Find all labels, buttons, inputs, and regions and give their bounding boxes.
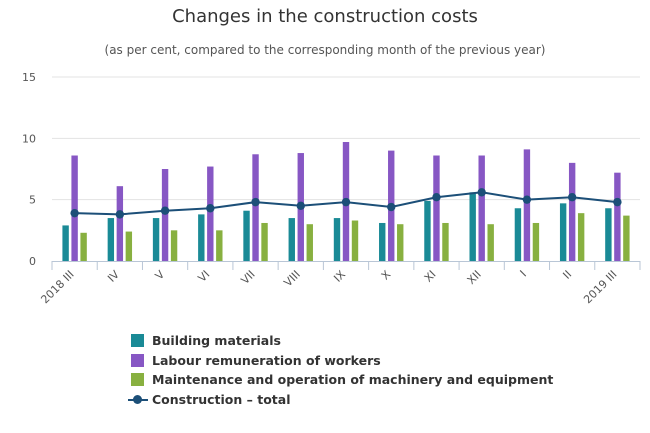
chart-subtitle: (as per cent, compared to the correspond…	[104, 43, 546, 57]
chart-legend: Building materials Labour remuneration o…	[128, 331, 553, 409]
bar	[252, 154, 259, 261]
x-tick-label: VI	[196, 268, 213, 285]
bar	[125, 231, 133, 261]
bar	[605, 208, 612, 261]
y-tick-label: 10	[22, 132, 36, 145]
bar	[532, 222, 540, 261]
bar	[469, 192, 476, 261]
legend-item-labour-remuneration[interactable]: Labour remuneration of workers	[128, 351, 553, 371]
bar	[288, 218, 295, 261]
legend-swatch-labour-remuneration	[131, 353, 144, 367]
line-point	[387, 202, 396, 212]
bar	[623, 215, 630, 261]
bar	[216, 230, 223, 261]
bar	[152, 218, 160, 261]
bar	[116, 186, 124, 261]
line-point	[432, 193, 441, 202]
y-tick-label: 0	[29, 255, 36, 268]
line-point	[567, 193, 577, 202]
x-tick-label: 2019 III	[581, 268, 619, 306]
x-tick-label: XII	[465, 268, 484, 287]
line-point	[341, 197, 351, 207]
line-point	[251, 197, 260, 207]
bar	[433, 155, 440, 261]
line-point	[115, 210, 125, 219]
bar	[424, 200, 431, 261]
y-tick-label: 5	[29, 194, 36, 207]
bar	[559, 203, 567, 261]
bar	[379, 222, 386, 261]
x-tick-label: II	[560, 268, 574, 282]
line-point	[522, 195, 532, 204]
bar	[261, 222, 268, 261]
bar	[161, 169, 169, 261]
line-point	[477, 188, 486, 197]
bar	[442, 222, 449, 261]
bar	[62, 225, 69, 261]
bar	[514, 208, 522, 261]
x-tick-label: VIII	[281, 268, 302, 289]
legend-label-building-materials: Building materials	[152, 333, 281, 348]
bar	[207, 166, 214, 261]
bar	[397, 224, 404, 261]
x-tick-label: XI	[422, 268, 439, 285]
bar	[107, 218, 115, 261]
legend-marker-construction-total	[133, 394, 142, 404]
legend-label-labour-remuneration: Labour remuneration of workers	[152, 352, 381, 368]
bar	[614, 172, 621, 261]
legend-swatch-construction-total	[128, 394, 148, 404]
bar	[487, 224, 494, 261]
line-point	[613, 197, 622, 207]
bar	[71, 155, 78, 261]
bar	[333, 218, 341, 261]
bar	[306, 224, 313, 261]
legend-swatch-maintenance	[131, 373, 144, 386]
legend-item-construction-total[interactable]: Construction – total	[128, 390, 553, 410]
bar	[478, 155, 485, 261]
bar	[577, 213, 585, 261]
bar	[568, 162, 576, 261]
line-point	[70, 208, 79, 218]
bar	[243, 210, 250, 261]
bar	[351, 220, 359, 261]
x-tick-label: X	[379, 268, 394, 283]
x-tick-label: V	[153, 268, 168, 283]
bar	[523, 149, 531, 261]
x-tick-label: I	[518, 268, 529, 279]
legend-label-maintenance: Maintenance and operation of machinery a…	[152, 372, 554, 387]
legend-item-building-materials[interactable]: Building materials	[128, 331, 553, 351]
bar	[80, 232, 87, 261]
bar	[198, 214, 205, 261]
line-point	[160, 206, 170, 215]
legend-item-maintenance[interactable]: Maintenance and operation of machinery a…	[128, 370, 553, 390]
y-tick-label: 15	[22, 71, 36, 84]
legend-swatch-building-materials	[131, 334, 144, 347]
x-tick-label: IV	[105, 268, 122, 285]
bar	[170, 230, 178, 261]
x-tick-label: 2018 III	[38, 268, 76, 306]
line-point	[206, 204, 215, 213]
legend-label-construction-total: Construction – total	[152, 391, 291, 407]
chart-title: Changes in the construction costs	[172, 6, 478, 27]
x-tick-label: IX	[331, 268, 348, 285]
line-point	[296, 201, 305, 210]
x-tick-label: VII	[239, 268, 258, 287]
